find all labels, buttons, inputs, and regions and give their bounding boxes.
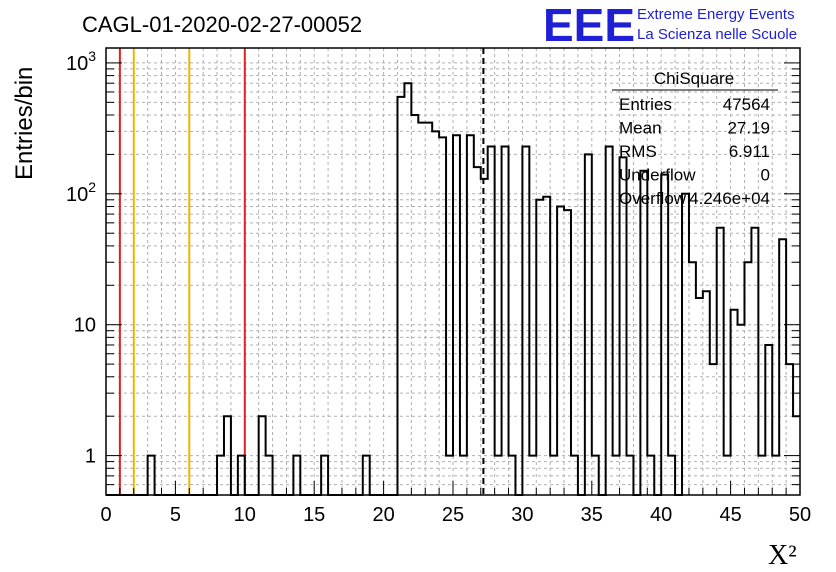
x-tick-label: 5	[170, 504, 181, 526]
stats-title: ChiSquare	[654, 69, 734, 88]
stats-value: 6.911	[729, 142, 770, 161]
stats-rows: Entries 47564 Mean 27.19 RMS 6.911 Underflow 0 O…	[619, 95, 770, 208]
stats-label: Underflow	[619, 166, 696, 185]
x-tick-label: 0	[100, 504, 111, 526]
stats-label: Entries	[619, 95, 672, 114]
y-tick-label: 102	[66, 179, 96, 206]
stats-label: Overflow	[619, 189, 687, 208]
histogram-outline	[106, 82, 800, 496]
y-axis-label: Entries/bin	[11, 67, 38, 180]
stats-value: 0	[761, 166, 770, 185]
y-tick-label: 1	[85, 446, 96, 468]
x-tick-label: 15	[303, 504, 325, 526]
stats-label: RMS	[619, 142, 657, 161]
logo-line2: La Scienza nelle Scuole	[637, 26, 797, 43]
y-tick-label: 103	[66, 48, 96, 75]
y-tick-labels: 1 10 102 103	[66, 48, 96, 468]
x-tick-label: 35	[581, 504, 603, 526]
logo-line1: Extreme Energy Events	[637, 6, 795, 23]
stats-value: 47564	[723, 95, 770, 114]
marker-lines	[118, 48, 485, 495]
chart-title: CAGL-01-2020-02-27-00052	[82, 12, 362, 37]
stats-label: Mean	[619, 119, 662, 138]
x-tick-label: 50	[789, 504, 811, 526]
stats-box: ChiSquare Entries 47564 Mean 27.19 RMS 6.911 U…	[612, 69, 778, 208]
x-tick-label: 45	[719, 504, 741, 526]
x-axis-label: X²	[768, 540, 797, 571]
axis-ticks	[105, 62, 801, 496]
x-tick-label: 20	[372, 504, 394, 526]
stats-value: 4.246e+04	[689, 189, 770, 208]
x-tick-label: 40	[650, 504, 672, 526]
logo-mark: EEE	[543, 0, 635, 51]
x-tick-label: 30	[511, 504, 533, 526]
x-tick-labels: 0 5 10 15 20 25 30 35 40 45 50	[100, 504, 811, 526]
x-tick-label: 10	[234, 504, 256, 526]
stats-value: 27.19	[727, 119, 770, 138]
histogram-bars	[106, 82, 800, 496]
y-tick-label: 10	[74, 315, 96, 337]
x-tick-label: 25	[442, 504, 464, 526]
eee-logo: EEE Extreme Energy Events La Scienza nel…	[543, 0, 797, 51]
